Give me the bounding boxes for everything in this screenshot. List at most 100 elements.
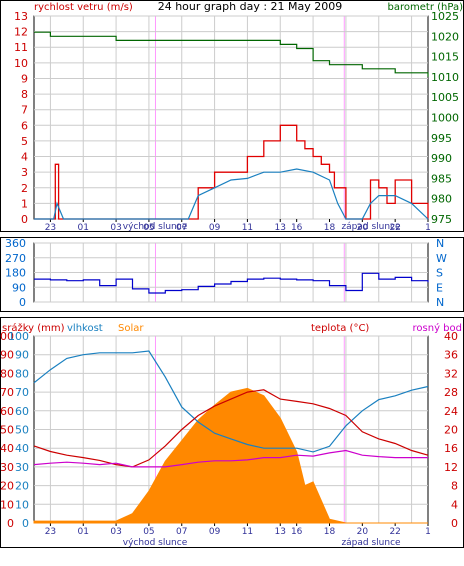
wind-tick-label: 6: [21, 119, 28, 132]
temp-tick-label: 12: [444, 461, 458, 474]
compass-tick-label: N: [436, 237, 444, 250]
baro-tick-label: 975: [431, 213, 452, 226]
legend-precip: srážky (mm): [2, 322, 65, 334]
hour-label: 16: [291, 223, 303, 233]
precip-tick-label: 50: [0, 424, 14, 437]
wind-tick-label: 8: [21, 88, 28, 101]
humidity-tick-label: 60: [15, 405, 29, 418]
dir-tick-label: 180: [5, 267, 26, 280]
hour-label: 1: [425, 527, 431, 537]
sunrise-label-bottom: východ slunce: [123, 538, 188, 548]
hour-label: 07: [176, 527, 187, 537]
hour-label: 23: [45, 223, 56, 233]
precip-tick-label: 100: [0, 330, 14, 343]
baro-tick-label: 1025: [431, 10, 459, 23]
baro-tick-label: 1005: [431, 91, 459, 104]
humidity-tick-label: 80: [15, 367, 29, 380]
hour-label: 18: [324, 527, 336, 537]
humidity-tick-label: 90: [15, 349, 29, 362]
chart-title: 24 hour graph day : 21 May 2009: [158, 0, 343, 13]
hour-label: 22: [389, 527, 400, 537]
precip-tick-label: 70: [0, 386, 14, 399]
wind-tick-label: 3: [21, 166, 28, 179]
compass-tick-label: S: [436, 267, 443, 280]
precip-tick-label: 0: [7, 517, 14, 530]
dir-tick-label: 270: [5, 252, 26, 265]
wind-tick-label: 10: [14, 57, 28, 70]
baro-tick-label: 990: [431, 152, 452, 165]
precip-tick-label: 10: [0, 498, 14, 511]
humidity-tick-label: 100: [8, 330, 29, 343]
temp-tick-label: 36: [444, 349, 458, 362]
temp-tick-label: 4: [451, 498, 458, 511]
hour-label: 22: [389, 223, 400, 233]
baro-tick-label: 1010: [431, 71, 459, 84]
wind-tick-label: 1: [21, 197, 28, 210]
precip-tick-label: 90: [0, 349, 14, 362]
humidity-tick-label: 40: [15, 442, 29, 455]
dewpoint-line: [33, 449, 428, 468]
baro-tick-label: 1015: [431, 51, 459, 64]
wind-direction-line: [34, 272, 429, 294]
wind-tick-label: 11: [14, 41, 28, 54]
sunrise-label-top: východ slunce: [123, 222, 188, 232]
temp-tick-label: 24: [444, 405, 458, 418]
baro-tick-label: 1000: [431, 112, 459, 125]
humidity-tick-label: 70: [15, 386, 29, 399]
hour-label: 20: [357, 527, 369, 537]
hour-label: 03: [110, 223, 121, 233]
wind-tick-label: 9: [21, 72, 28, 85]
hour-label: 03: [110, 527, 121, 537]
baro-tick-label: 985: [431, 172, 452, 185]
wind-tick-label: 0: [21, 213, 28, 226]
baro-tick-label: 995: [431, 132, 452, 145]
legend-humidity: vlhkost: [67, 323, 103, 334]
sunset-label-top: západ slunce: [341, 222, 401, 232]
hour-label: 01: [78, 527, 89, 537]
hour-label: 09: [209, 527, 221, 537]
wind-tick-label: 4: [21, 151, 28, 164]
sunset-label-bottom: západ slunce: [341, 538, 401, 548]
wind-axis-label: rychlost vetru (m/s): [34, 2, 133, 13]
hour-label: 07: [176, 223, 187, 233]
legend-temperature: teplota (°C): [311, 323, 369, 334]
wind-tick-label: 12: [14, 26, 28, 39]
compass-tick-label: N: [436, 296, 444, 309]
hour-label: 1: [425, 223, 431, 233]
legend-solar: Solar: [118, 323, 144, 334]
wind-average-line: [34, 168, 429, 220]
hour-label: 13: [275, 527, 286, 537]
baro-axis-label: barometr (hPa): [388, 2, 464, 13]
hour-label: 09: [209, 223, 221, 233]
humidity-tick-label: 0: [22, 517, 29, 530]
compass-tick-label: W: [436, 252, 447, 265]
wind-tick-label: 5: [21, 135, 28, 148]
solar-area: [33, 387, 428, 524]
temp-tick-label: 16: [444, 442, 458, 455]
baro-tick-label: 980: [431, 193, 452, 206]
hour-label: 05: [143, 223, 154, 233]
humidity-tick-label: 20: [15, 480, 29, 493]
precip-tick-label: 20: [0, 480, 14, 493]
temp-tick-label: 28: [444, 386, 458, 399]
legend-dewpoint: rosný bod: [413, 322, 462, 334]
precip-tick-label: 60: [0, 405, 14, 418]
humidity-tick-label: 30: [15, 461, 29, 474]
precip-tick-label: 40: [0, 442, 14, 455]
dir-tick-label: 360: [5, 237, 26, 250]
humidity-line: [33, 350, 429, 453]
hour-label: 23: [45, 527, 56, 537]
temp-tick-label: 32: [444, 367, 458, 380]
hour-label: 01: [78, 223, 89, 233]
precip-tick-label: 30: [0, 461, 14, 474]
top-plot-area: [33, 15, 429, 220]
hour-label: 20: [357, 223, 369, 233]
dir-tick-label: 90: [12, 281, 26, 294]
hour-label: 11: [242, 527, 253, 537]
hour-label: 13: [275, 223, 286, 233]
temperature-line: [33, 389, 429, 468]
humidity-tick-label: 50: [15, 424, 29, 437]
temp-tick-label: 8: [451, 480, 458, 493]
dir-tick-label: 0: [19, 296, 26, 309]
wind-speed-line: [34, 124, 429, 220]
